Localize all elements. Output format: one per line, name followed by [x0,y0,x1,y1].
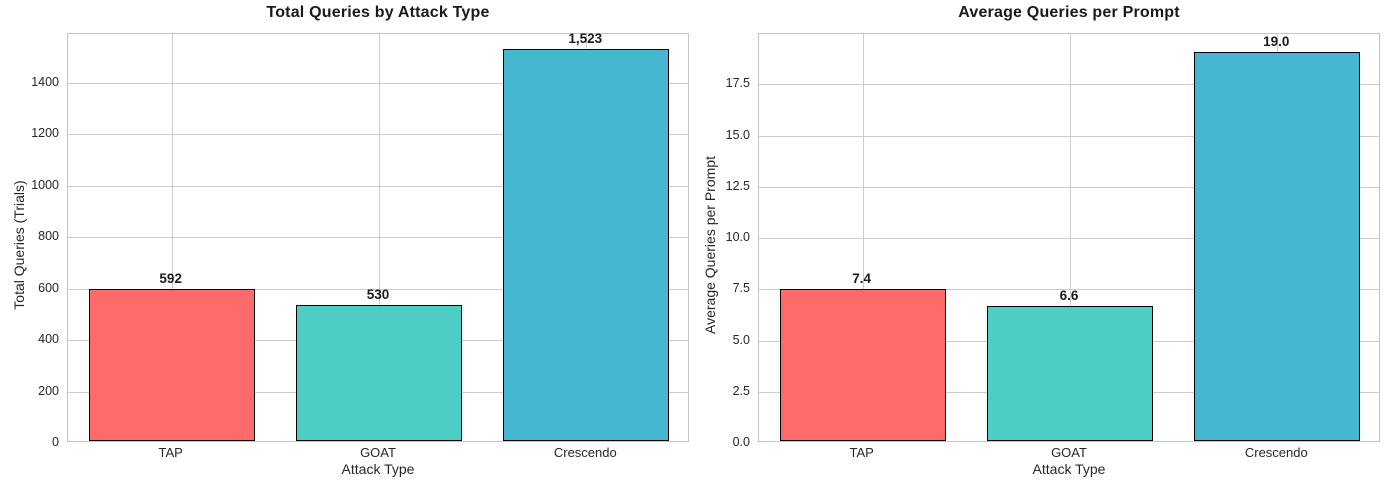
x-tick-label: TAP [158,445,183,460]
y-gridline [68,134,688,136]
bar-value-label: 1,523 [568,31,603,47]
y-tick-label: 7.5 [732,281,750,296]
y-tick-label: 600 [38,280,59,295]
y-gridline [759,238,1379,239]
y-tick-label: 400 [38,332,59,347]
y-tick-label: 12.5 [725,178,750,193]
bar-goat [296,304,462,441]
chart-title: Total Queries by Attack Type [266,4,490,21]
y-gridline [68,237,688,239]
y-tick-label: 15.0 [725,127,750,142]
bar-tap [779,289,946,441]
x-gridline [1070,34,1071,441]
y-tick-label: 0 [52,435,59,449]
y-tick-label: 17.5 [725,76,750,91]
x-gridline [379,34,380,441]
y-tick-label: 5.0 [732,332,750,347]
bar-tap [88,288,255,441]
y-gridline [68,185,688,187]
bar-value-label: 19.0 [1263,33,1290,49]
x-gridline [171,34,173,441]
y-tick-label: 1400 [31,74,59,89]
x-axis-label: Attack Type [1032,461,1106,477]
x-tick-label: Crescendo [553,445,617,460]
y-gridline [759,135,1379,137]
plot-area [758,33,1380,442]
y-tick-label: 1200 [31,126,59,141]
x-gridline [862,34,864,441]
y-gridline [759,84,1379,86]
y-gridline [68,288,688,290]
y-gridline [759,289,1379,291]
bar-value-label: 530 [366,286,390,302]
y-gridline [68,82,688,84]
bar-goat [987,305,1153,441]
bar-value-label: 592 [159,270,182,286]
bar-value-label: 7.4 [852,271,872,287]
x-tick-label: GOAT [1051,445,1087,460]
bar-value-label: 6.6 [1059,287,1079,303]
y-gridline [759,186,1379,188]
x-tick-label: GOAT [360,445,396,460]
y-tick-label: 0.0 [732,435,750,449]
x-tick-label: Crescendo [1244,445,1308,460]
bar-crescendo [503,49,670,441]
y-tick-label: 200 [38,383,59,398]
chart-title: Average Queries per Prompt [958,4,1180,21]
bar-crescendo [1194,51,1361,441]
x-axis-label: Attack Type [341,461,415,477]
y-tick-label: 800 [38,229,59,244]
y-tick-label: 1000 [31,177,59,192]
plot-area [67,33,689,442]
y-tick-label: 2.5 [732,383,750,398]
y-tick-label: 10.0 [725,230,750,244]
x-tick-label: TAP [849,445,874,460]
